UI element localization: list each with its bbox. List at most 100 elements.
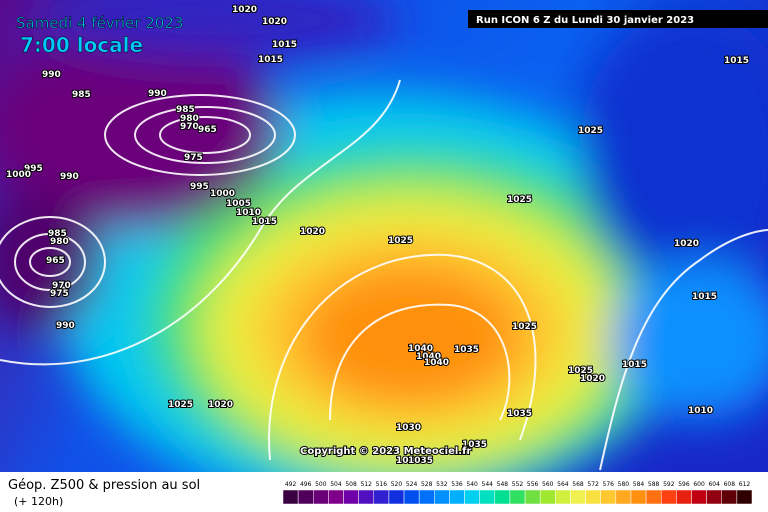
- isobar-label: 1040: [408, 344, 433, 354]
- legend-label: 536: [451, 481, 463, 488]
- run-box: [468, 10, 768, 28]
- legend-swatch: [509, 489, 526, 505]
- legend-label: 608: [724, 481, 736, 488]
- legend-label: 504: [330, 481, 342, 488]
- isobar-label: 1020: [300, 227, 325, 237]
- isobar-label: 990: [56, 321, 75, 331]
- isobar-label: 1015: [258, 55, 283, 65]
- isobar-label: 1000: [210, 189, 235, 199]
- legend-label: 496: [300, 481, 312, 488]
- legend-swatch: [403, 489, 420, 505]
- isobar-label: 1025: [568, 366, 593, 376]
- isobar-label: 990: [60, 172, 79, 182]
- isobar-label: 990: [42, 70, 61, 80]
- legend-swatch: [600, 489, 617, 505]
- isobar-label: 1025: [507, 195, 532, 205]
- legend-label: 580: [618, 481, 630, 488]
- legend-swatch: [464, 489, 480, 505]
- isobar-label: 975: [184, 153, 203, 163]
- isobar-label: 1005: [226, 199, 251, 209]
- isobar-label: 1020: [208, 400, 233, 410]
- legend-swatch: [691, 489, 707, 505]
- legend-label: 524: [406, 481, 418, 488]
- legend-swatch: [494, 489, 511, 505]
- isobar-label: 965: [198, 125, 217, 135]
- legend-swatch: [721, 489, 738, 505]
- isobar-label: 985: [72, 90, 91, 100]
- legend-label: 612: [739, 481, 751, 488]
- legend-label: 560: [542, 481, 554, 488]
- isobar-label: 1040: [416, 352, 441, 362]
- legend-label: 492: [285, 481, 297, 488]
- isobar-label: 990: [148, 89, 167, 99]
- isobar-label: 1020: [262, 17, 287, 27]
- forecast-date: Samedi 4 février 2023: [16, 14, 183, 32]
- isobar-label: 1010: [236, 208, 261, 218]
- legend-swatch: [479, 489, 496, 505]
- isobar-label: 980: [180, 114, 199, 124]
- legend-label: 576: [603, 481, 615, 488]
- isobar-label: 1015: [724, 56, 749, 66]
- isobar-label: 1015: [252, 217, 277, 227]
- isobar-label: 1035: [462, 440, 487, 450]
- legend-label: 552: [512, 481, 524, 488]
- legend-label: 540: [466, 481, 478, 488]
- legend-swatch: [282, 489, 299, 505]
- legend-label: 508: [345, 481, 357, 488]
- isobar-label: 1040: [396, 456, 421, 466]
- isobar-label: 975: [50, 289, 69, 299]
- isobar-label: 1020: [232, 5, 257, 15]
- legend-swatch: [660, 489, 677, 505]
- isobar-label: 1030: [396, 423, 421, 433]
- color-legend: 492 496 500 504 508 512 516 520 524 528 532 536 540 5…: [282, 481, 753, 505]
- legend-swatch: [555, 489, 571, 505]
- isobar-label: 1000: [6, 170, 31, 180]
- legend-label: 604: [708, 481, 720, 488]
- isobar-label: 965: [46, 256, 65, 266]
- legend-label: 592: [663, 481, 675, 488]
- legend-label: 548: [497, 481, 509, 488]
- legend-swatch: [388, 489, 405, 505]
- legend-label: 512: [360, 481, 372, 488]
- legend-label: 528: [421, 481, 433, 488]
- legend-swatch: [328, 489, 344, 505]
- legend-label: 516: [376, 481, 388, 488]
- isobar-label: 1025: [388, 236, 413, 246]
- isobar-label: 980: [50, 237, 69, 247]
- legend-swatch: [297, 489, 314, 505]
- legend-swatch: [449, 489, 465, 505]
- legend-swatch: [630, 489, 647, 505]
- footer-title: Géop. Z500 & pression au sol: [8, 478, 200, 493]
- legend-label: 556: [527, 481, 539, 488]
- isobar-label: 1035: [454, 345, 479, 355]
- isobar-label: 985: [176, 105, 195, 115]
- isobar-label: 1010: [688, 406, 713, 416]
- isobar-label: 995: [190, 182, 209, 192]
- forecast-time: 7:00 locale: [20, 33, 143, 57]
- legend-swatch: [539, 489, 556, 505]
- copyright: Copyright © 2023 Meteociel.fr: [300, 446, 471, 457]
- footer-lead: (+ 120h): [14, 495, 63, 508]
- isobar-label: 1040: [424, 358, 449, 368]
- legend-label: 532: [436, 481, 448, 488]
- legend-swatch: [418, 489, 435, 505]
- legend-swatch: [676, 489, 692, 505]
- legend-swatch: [434, 489, 450, 505]
- isobar-label: 1025: [512, 322, 537, 332]
- isobar-label: 995: [24, 164, 43, 174]
- run-info: Run ICON 6 Z du Lundi 30 janvier 2023: [476, 15, 694, 26]
- legend-label: 568: [572, 481, 584, 488]
- legend-label: 588: [648, 481, 660, 488]
- isobar-label: 1035: [507, 409, 532, 419]
- isobar-label: 1035: [408, 456, 433, 466]
- legend-swatch: [736, 489, 753, 505]
- legend-swatch: [585, 489, 601, 505]
- isobar-label: 970: [52, 281, 71, 291]
- legend-label: 544: [482, 481, 494, 488]
- isobar-label: 1020: [674, 239, 699, 249]
- legend-swatch: [615, 489, 632, 505]
- legend-label: 564: [557, 481, 569, 488]
